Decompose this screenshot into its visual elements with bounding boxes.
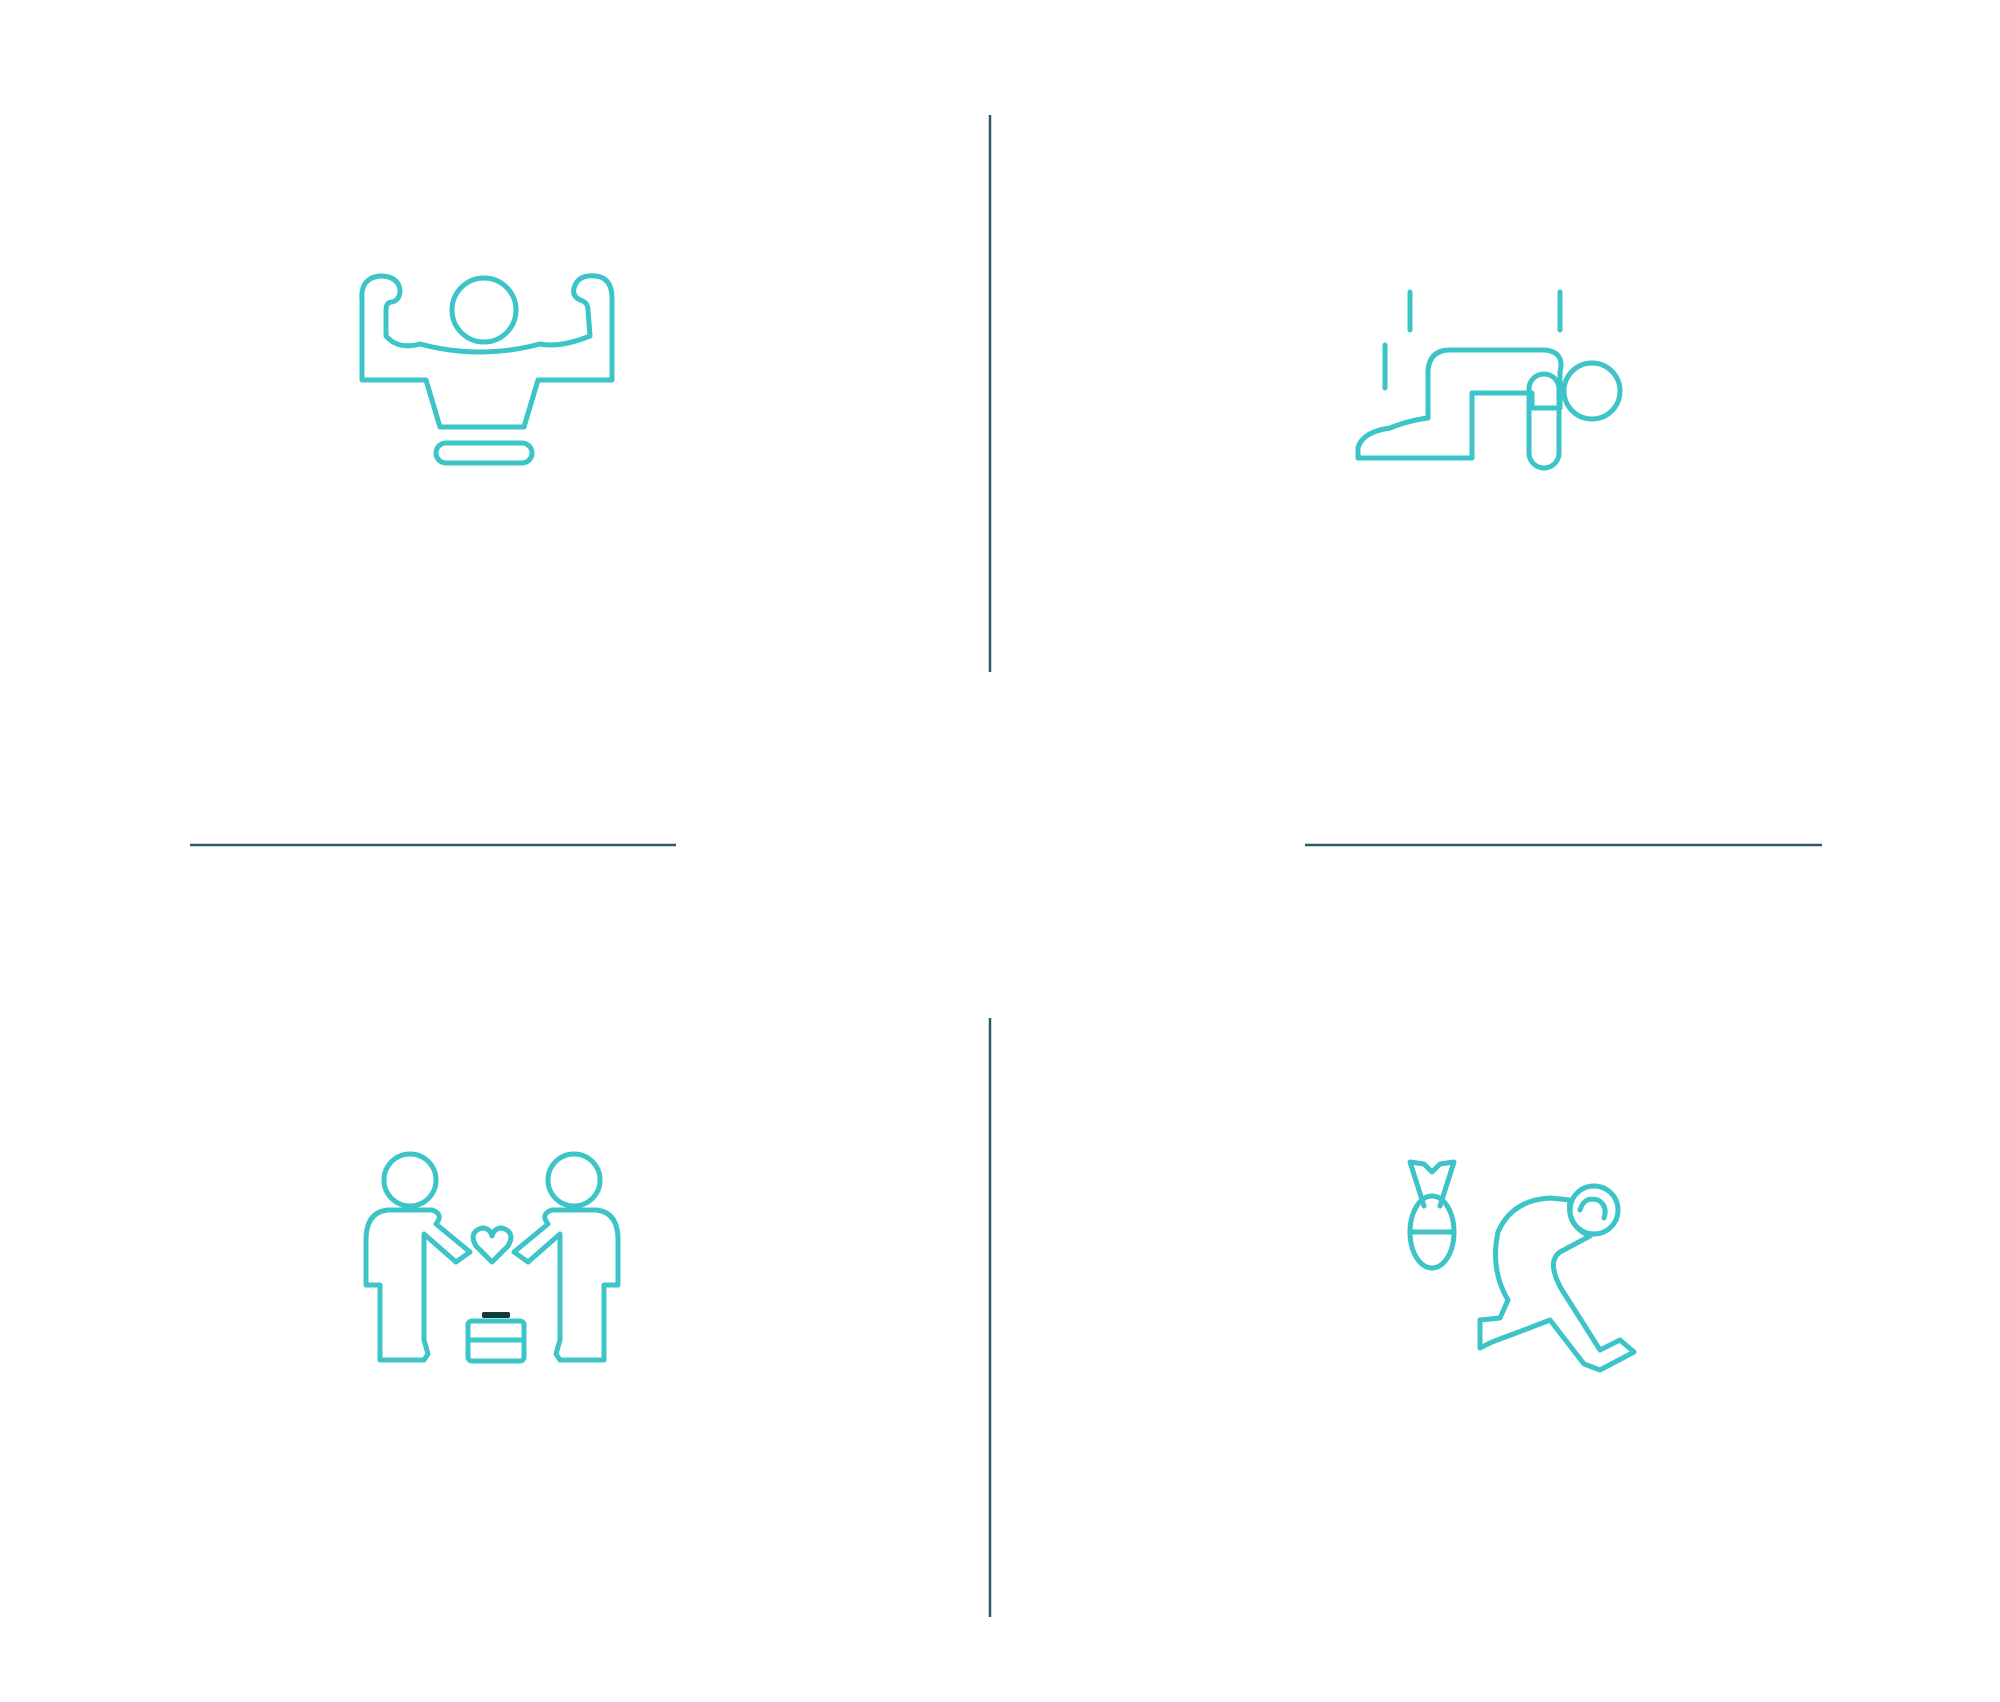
person-stressed-bomb-icon: [1407, 1159, 1637, 1373]
person-crawling-exhausted-icon: [1355, 289, 1623, 471]
two-people-heart-briefcase-icon: [363, 1151, 621, 1364]
strong-person-flexing-icon: [359, 273, 615, 466]
